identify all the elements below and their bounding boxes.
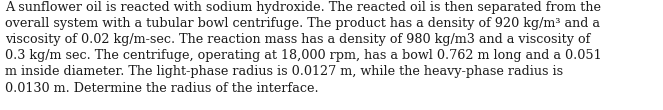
Text: A sunflower oil is reacted with sodium hydroxide. The reacted oil is then separa: A sunflower oil is reacted with sodium h… [5,1,601,95]
